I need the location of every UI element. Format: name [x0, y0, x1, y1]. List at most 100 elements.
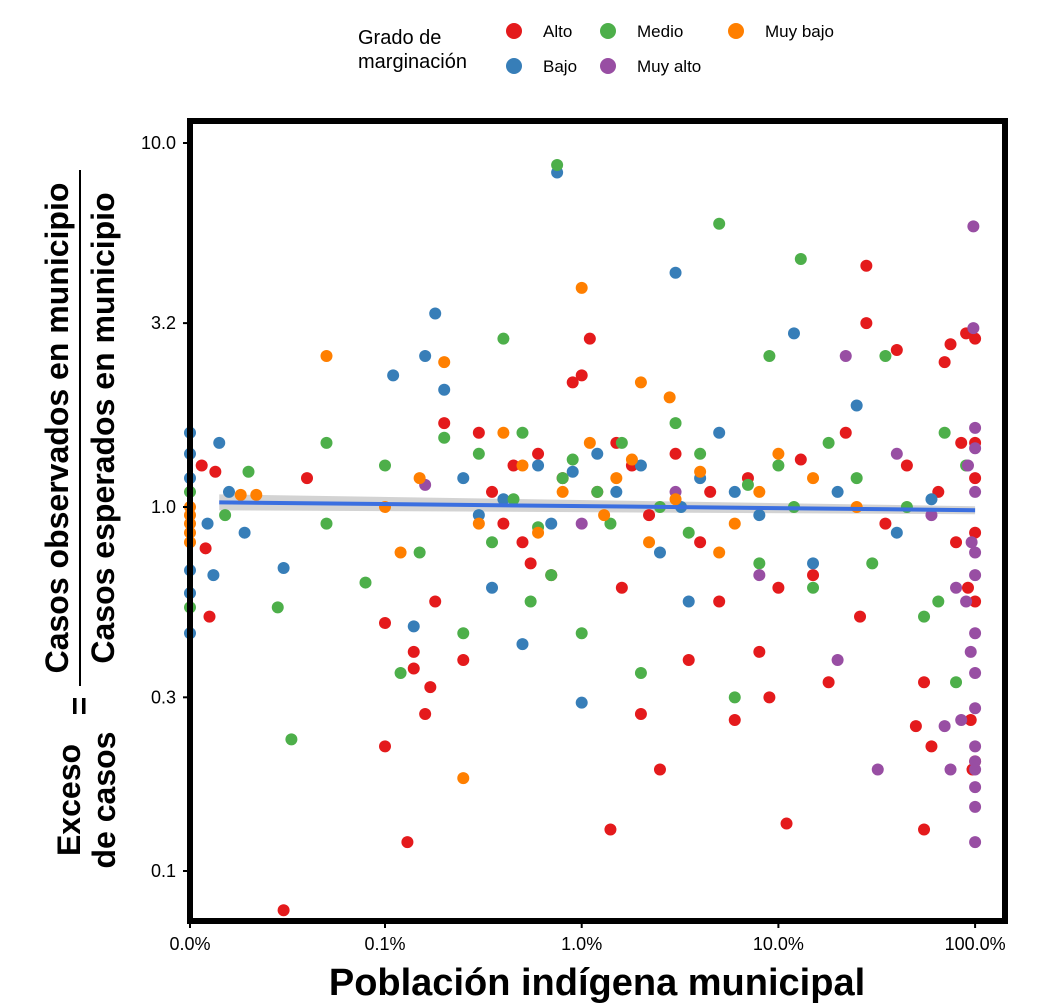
data-point [575, 696, 588, 709]
data-point [969, 781, 982, 794]
data-point [728, 517, 741, 530]
data-point [682, 653, 695, 666]
data-point [854, 610, 867, 623]
data-point [694, 465, 707, 478]
data-point [944, 338, 957, 351]
data-point [950, 676, 963, 689]
data-point [497, 493, 510, 506]
data-point [969, 421, 982, 434]
data-point [643, 509, 656, 522]
data-point [379, 459, 391, 472]
data-point [969, 526, 982, 539]
data-point [277, 904, 290, 917]
data-point [753, 645, 766, 658]
data-point [944, 763, 957, 776]
data-point [394, 546, 407, 559]
y-tick-label: 1.0 [151, 497, 176, 517]
data-point [394, 666, 407, 679]
data-point [694, 536, 707, 549]
data-point [516, 459, 529, 472]
data-point [532, 459, 545, 472]
legend: Grado de marginación Alto Bajo Medio Muy al… [358, 22, 834, 76]
data-point [890, 526, 903, 539]
data-point [497, 517, 510, 530]
data-point [438, 383, 451, 396]
data-point [545, 517, 558, 530]
data-point [669, 493, 682, 506]
legend-entries: Alto Bajo Medio Muy alto Muy bajo [506, 22, 834, 76]
data-point [429, 595, 442, 608]
data-point [429, 307, 442, 320]
data-point [822, 436, 835, 449]
y-label-prefix-line2: de casos [86, 732, 122, 869]
data-point [807, 581, 820, 594]
data-point [497, 332, 510, 345]
data-point [407, 620, 420, 633]
data-point [457, 472, 470, 485]
data-point [780, 817, 793, 830]
data-point [379, 740, 391, 753]
data-point [969, 740, 982, 753]
data-point [486, 485, 499, 498]
data-point [591, 447, 604, 460]
data-point [682, 595, 695, 608]
data-point [964, 713, 977, 726]
data-point [401, 836, 414, 849]
data-point [938, 356, 951, 369]
data-point [634, 707, 647, 720]
data-point [669, 417, 682, 430]
data-point [615, 436, 628, 449]
x-axis-label: Población indígena municipal [329, 962, 865, 1004]
data-point [713, 217, 726, 230]
legend-swatch-alto [506, 23, 522, 39]
data-point [566, 376, 579, 389]
data-point [575, 627, 588, 640]
y-axis-ticks: 0.1 0.3 1.0 3.2 10.0 [141, 133, 190, 881]
data-point [866, 557, 879, 570]
data-point [413, 546, 426, 559]
x-tick-label: 10.0% [753, 934, 804, 954]
data-point [575, 517, 588, 530]
data-point [955, 713, 968, 726]
data-point [583, 332, 596, 345]
data-point [320, 349, 333, 362]
data-point [524, 595, 537, 608]
data-point [925, 740, 938, 753]
data-point [472, 517, 485, 530]
data-point [438, 417, 451, 430]
legend-label-muy-alto: Muy alto [637, 57, 701, 76]
data-point [472, 509, 485, 522]
data-point [545, 569, 558, 582]
y-label-denominator: Casos esperados en municipio [85, 192, 121, 663]
data-point [728, 713, 741, 726]
data-point [753, 485, 766, 498]
legend-swatch-muy-alto [600, 58, 616, 74]
data-point [925, 493, 938, 506]
data-point [969, 485, 982, 498]
data-point [969, 627, 982, 640]
data-point [213, 436, 226, 449]
data-point [794, 253, 807, 266]
data-point [203, 610, 216, 623]
data-point [199, 542, 212, 555]
data-point [964, 645, 977, 658]
trend-line [219, 500, 976, 513]
data-point [969, 755, 982, 768]
x-tick-label: 100.0% [945, 934, 1006, 954]
data-point [839, 349, 852, 362]
data-point [763, 691, 776, 704]
y-axis-label: Exceso de casos = Casos observados en mu… [39, 170, 122, 868]
data-point [682, 526, 695, 539]
data-point [195, 459, 208, 472]
legend-label-bajo: Bajo [543, 57, 577, 76]
data-point [604, 823, 617, 836]
data-point [961, 581, 974, 594]
data-point [359, 576, 372, 589]
y-label-equals: = [61, 697, 97, 716]
data-point [704, 485, 717, 498]
y-tick-label: 10.0 [141, 133, 176, 153]
data-point [551, 159, 564, 172]
data-point [969, 442, 982, 455]
data-point [379, 617, 391, 630]
data-point [653, 763, 666, 776]
